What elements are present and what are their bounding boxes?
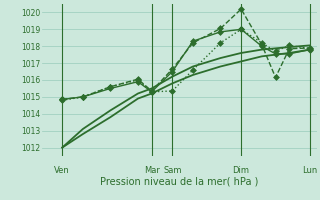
- X-axis label: Pression niveau de la mer( hPa ): Pression niveau de la mer( hPa ): [100, 176, 258, 186]
